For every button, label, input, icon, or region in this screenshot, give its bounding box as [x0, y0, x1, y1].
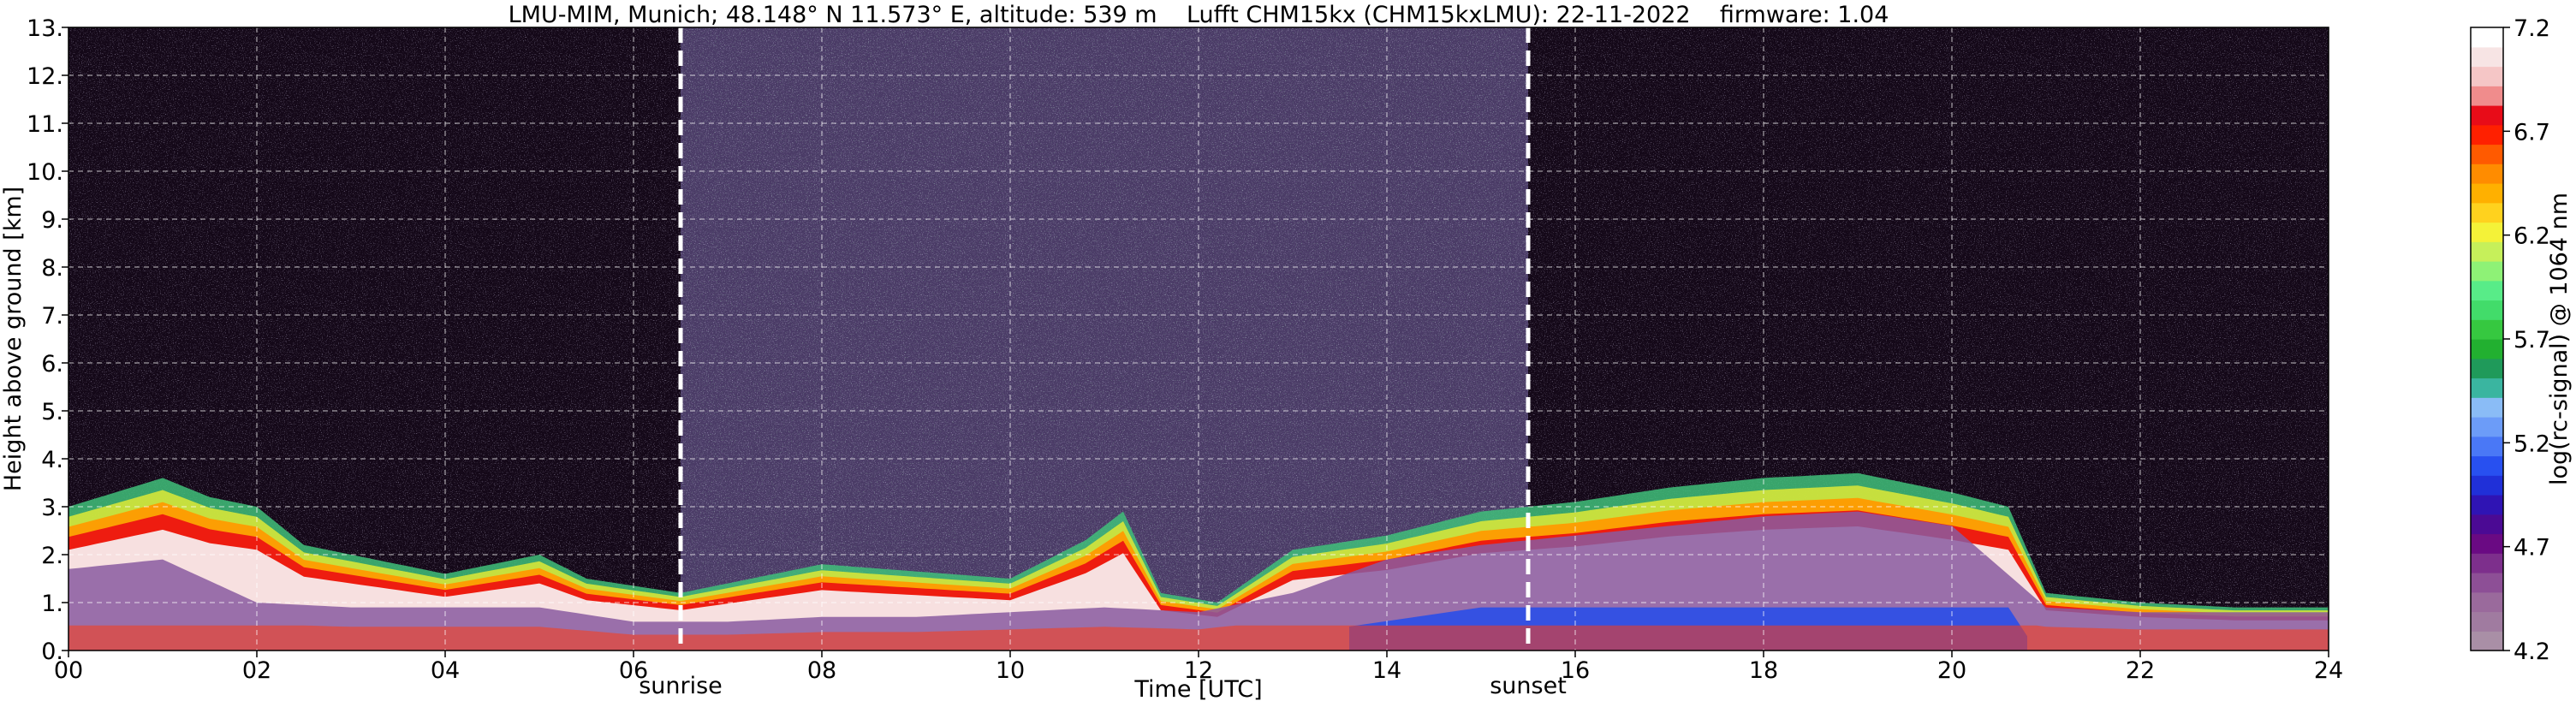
sunrise-label: sunrise: [639, 673, 723, 699]
x-tick-label: 22: [2126, 657, 2155, 684]
colorbar-segment: [2471, 280, 2503, 301]
colorbar-segment: [2471, 163, 2503, 184]
plot-area: [68, 27, 2329, 651]
y-tick-label: 8.: [41, 255, 63, 282]
colorbar-segment: [2471, 183, 2503, 204]
colorbar: 4.2 4.7 5.2 5.7 6.2 6.7 7.2: [2470, 15, 2550, 665]
colorbar-segment: [2471, 339, 2503, 359]
colorbar-segment: [2471, 573, 2503, 593]
y-tick-label: 2.: [41, 543, 63, 569]
y-tick-label: 12.: [27, 63, 63, 90]
colorbar-tick-label: 6.7: [2514, 119, 2550, 146]
y-axis-label: Height above ground [km]: [0, 187, 27, 491]
colorbar-segment: [2471, 514, 2503, 535]
colorbar-label: log(rc-signal) @ 1064 nm: [2546, 193, 2573, 485]
colorbar-segment: [2471, 455, 2503, 476]
colorbar-segment: [2471, 241, 2503, 262]
x-tick-label: 06: [619, 657, 648, 684]
chart-title: LMU-MIM, Munich; 48.148° N 11.573° E, al…: [509, 2, 1889, 28]
y-tick-label: 0.: [41, 639, 63, 665]
x-tick-label: 20: [1937, 657, 1966, 684]
x-tick-label: 04: [431, 657, 460, 684]
colorbar-segment: [2471, 475, 2503, 496]
colorbar-segment: [2471, 495, 2503, 515]
y-tick-label: 9.: [41, 207, 63, 234]
sunset-label: sunset: [1490, 673, 1567, 699]
y-tick-label: 7.: [41, 303, 63, 330]
y-tick-label: 6.: [41, 351, 63, 377]
colorbar-segment: [2471, 417, 2503, 437]
colorbar-tick-label: 5.7: [2514, 327, 2550, 354]
x-axis-label: Time [UTC]: [1133, 676, 1262, 703]
colorbar-segment: [2471, 124, 2503, 146]
colorbar-segment: [2471, 46, 2503, 68]
x-tick-label: 10: [996, 657, 1025, 684]
colorbar-segment: [2471, 300, 2503, 320]
x-tick-label: 08: [807, 657, 836, 684]
colorbar-tick-label: 4.7: [2514, 535, 2550, 561]
colorbar-tick-label: 5.2: [2514, 431, 2550, 457]
y-tick-label: 10.: [27, 159, 63, 186]
x-axis: 00 02 04 06 08 10 12 14 16 18 20 22 24: [54, 651, 2343, 684]
y-tick-label: 5.: [41, 399, 63, 425]
colorbar-segment: [2471, 377, 2503, 398]
sun-marker-labels: sunrise sunset: [639, 673, 1567, 699]
colorbar-segment: [2471, 86, 2503, 106]
colorbar-segment: [2471, 222, 2503, 242]
colorbar-segment: [2471, 358, 2503, 379]
colorbar-segment: [2471, 144, 2503, 164]
y-tick-label: 4.: [41, 447, 63, 473]
colorbar-segment: [2471, 66, 2503, 86]
y-tick-label: 11.: [27, 111, 63, 138]
colorbar-tick-label: 6.2: [2514, 223, 2550, 250]
x-tick-label: 14: [1372, 657, 1401, 684]
x-tick-label: 16: [1561, 657, 1590, 684]
colorbar-segment: [2471, 553, 2503, 573]
colorbar-segment: [2471, 261, 2503, 282]
x-tick-label: 00: [54, 657, 83, 684]
y-tick-label: 3.: [41, 495, 63, 521]
colorbar-tick-label: 7.2: [2514, 15, 2550, 42]
colorbar-segment: [2471, 27, 2503, 48]
x-tick-label: 18: [1749, 657, 1778, 684]
sun-markers: [678, 27, 1531, 651]
x-tick-label: 24: [2314, 657, 2343, 684]
colorbar-segment: [2471, 631, 2503, 651]
colorbar-segment: [2471, 202, 2503, 223]
colorbar-segment: [2471, 611, 2503, 632]
y-axis: 0. 1. 2. 3. 4. 5. 6. 7. 8. 9. 10. 11. 12. 13.: [27, 15, 68, 665]
colorbar-segment: [2471, 533, 2503, 554]
x-tick-label: 02: [242, 657, 271, 684]
y-tick-label: 1.: [41, 591, 63, 617]
colorbar-segment: [2471, 319, 2503, 340]
x-tick-label: 12: [1184, 657, 1213, 684]
colorbar-tick-label: 4.2: [2514, 639, 2550, 665]
colorbar-segment: [2471, 397, 2503, 418]
grid-lines: [68, 27, 2329, 651]
colorbar-segment: [2471, 591, 2503, 613]
colorbar-segment: [2471, 105, 2503, 126]
colorbar-segment: [2471, 436, 2503, 457]
y-tick-label: 13.: [27, 15, 63, 42]
